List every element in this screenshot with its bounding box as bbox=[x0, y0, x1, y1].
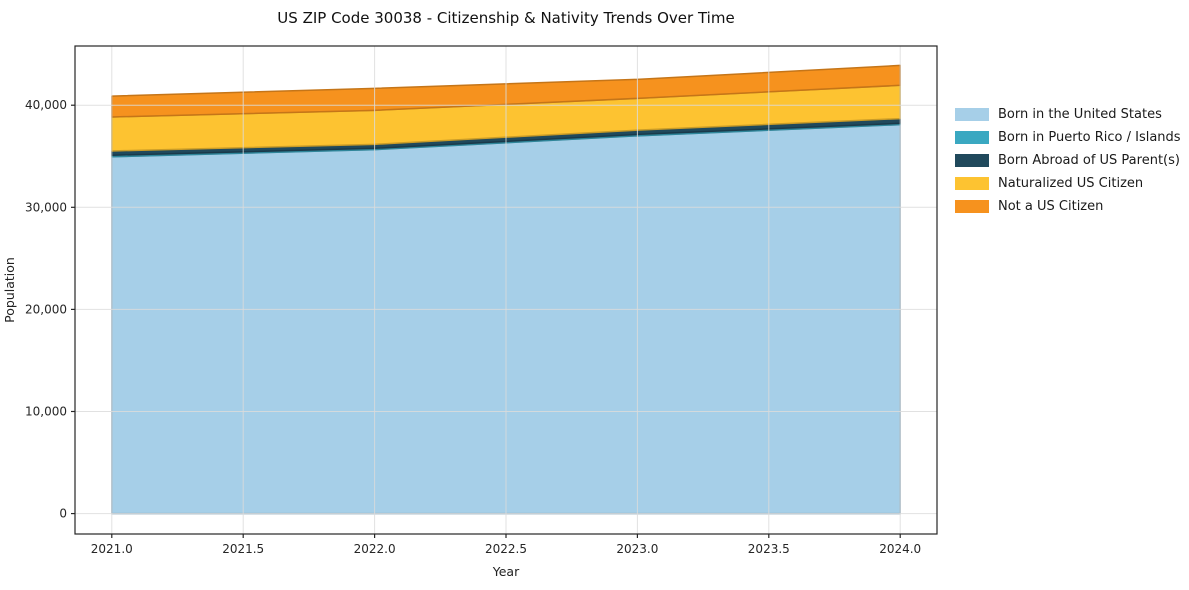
legend-swatch-not-citizen bbox=[955, 200, 989, 213]
x-tick-label: 2022.0 bbox=[354, 542, 396, 556]
legend-swatch-born-us bbox=[955, 108, 989, 121]
legend-label: Born Abroad of US Parent(s) bbox=[998, 153, 1180, 168]
legend-label: Born in Puerto Rico / Islands bbox=[998, 130, 1181, 145]
gridlines bbox=[75, 46, 937, 534]
x-tick-label: 2022.5 bbox=[485, 542, 527, 556]
x-tick-label: 2021.0 bbox=[91, 542, 133, 556]
legend-label: Not a US Citizen bbox=[998, 199, 1104, 214]
y-tick-label: 40,000 bbox=[25, 98, 67, 112]
legend-item: Born in the United States bbox=[955, 103, 1181, 126]
x-tick-label: 2023.0 bbox=[616, 542, 658, 556]
legend-label: Born in the United States bbox=[998, 107, 1162, 122]
y-tick-label: 20,000 bbox=[25, 302, 67, 316]
legend: Born in the United States Born in Puerto… bbox=[955, 103, 1181, 218]
legend-swatch-naturalized bbox=[955, 177, 989, 190]
tick-marks bbox=[71, 104, 901, 538]
y-axis-label: Population bbox=[2, 257, 17, 323]
tick-labels: 2021.0 2021.5 2022.0 2022.5 2023.0 2023.5 2024… bbox=[25, 98, 921, 556]
legend-label: Naturalized US Citizen bbox=[998, 176, 1144, 191]
x-tick-label: 2023.5 bbox=[748, 542, 790, 556]
y-tick-label: 0 bbox=[59, 507, 67, 521]
legend-item: Naturalized US Citizen bbox=[955, 172, 1181, 195]
legend-item: Not a US Citizen bbox=[955, 195, 1181, 218]
chart-title: US ZIP Code 30038 - Citizenship & Nativi… bbox=[277, 9, 734, 27]
y-tick-label: 30,000 bbox=[25, 200, 67, 214]
x-tick-label: 2024.0 bbox=[879, 542, 921, 556]
x-axis-label: Year bbox=[492, 564, 520, 579]
legend-item: Born Abroad of US Parent(s) bbox=[955, 149, 1181, 172]
x-tick-label: 2021.5 bbox=[222, 542, 264, 556]
legend-swatch-born-abroad bbox=[955, 154, 989, 167]
y-tick-label: 10,000 bbox=[25, 404, 67, 418]
legend-item: Born in Puerto Rico / Islands bbox=[955, 126, 1181, 149]
legend-swatch-puerto-rico bbox=[955, 131, 989, 144]
